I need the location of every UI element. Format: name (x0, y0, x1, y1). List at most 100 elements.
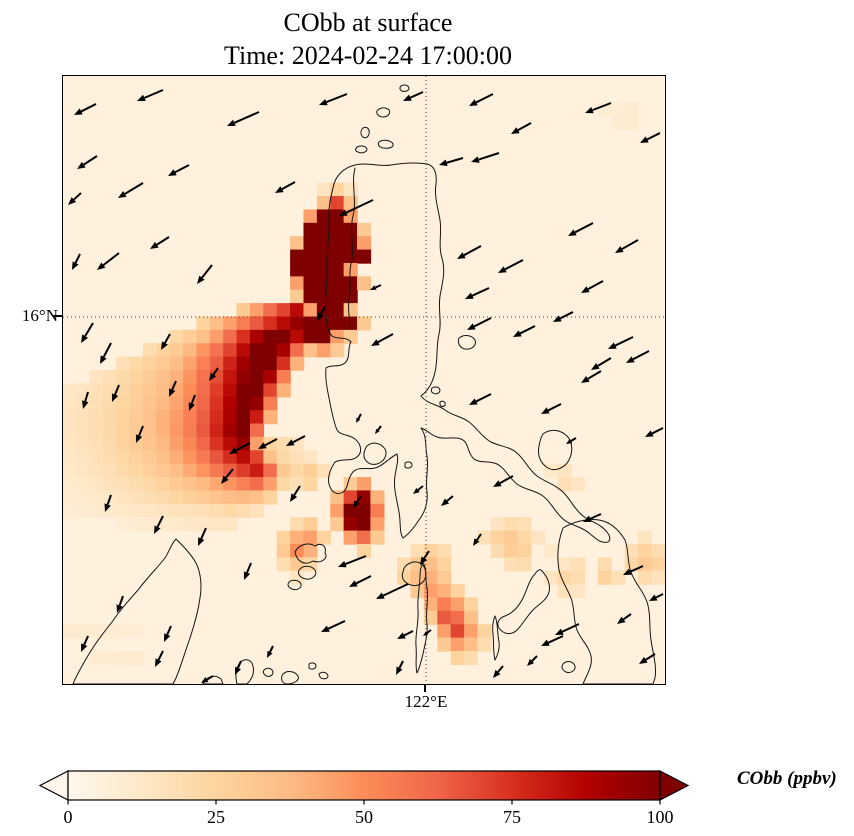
heat-cell (196, 517, 211, 532)
heat-cell (611, 102, 626, 117)
heat-cell (624, 115, 639, 130)
heat-cell (249, 316, 265, 331)
wind-arrow (473, 533, 482, 546)
wind-arrow (493, 475, 514, 487)
heat-cell (303, 249, 318, 264)
heat-cell (303, 463, 318, 478)
heat-cell (223, 383, 238, 398)
heat-cell (223, 517, 238, 532)
wind-arrow (441, 495, 454, 506)
wind-arrow (72, 253, 81, 270)
coastline-path (318, 671, 329, 680)
heat-cell (370, 517, 385, 532)
heat-cell (129, 410, 144, 425)
heat-cell (249, 356, 265, 371)
coastline-path (72, 538, 202, 684)
heat-cell (223, 490, 238, 505)
heat-cell (183, 370, 198, 385)
heat-cell (223, 410, 238, 425)
heat-cell (142, 383, 158, 398)
heat-cell (89, 383, 104, 398)
title-block: CObb at surface Time: 2024-02-24 17:00:0… (67, 6, 669, 72)
heat-cell (209, 343, 224, 358)
wind-arrow (555, 623, 580, 635)
heat-cell (330, 303, 345, 318)
heat-cell (544, 463, 559, 478)
heat-cell (236, 450, 251, 465)
colorbar-tick-label: 50 (355, 807, 373, 827)
coastline-path (557, 519, 656, 684)
heat-cell (330, 343, 345, 358)
heat-cell (437, 624, 452, 639)
heat-cell (343, 329, 358, 344)
heat-cell (183, 383, 198, 398)
heat-cell (196, 503, 211, 518)
colorbar-tick-label: 0 (64, 807, 73, 827)
heat-cell (209, 383, 224, 398)
heat-cell (102, 410, 117, 425)
heat-cell (89, 396, 104, 411)
heat-cell (464, 650, 479, 666)
heat-cell (343, 517, 358, 532)
heat-cell (330, 276, 345, 291)
wind-arrow (275, 181, 296, 193)
heat-cell (557, 477, 572, 492)
heat-cell (249, 370, 265, 385)
heat-cell (63, 436, 77, 451)
wind-arrow (137, 89, 164, 101)
heat-cell (129, 436, 144, 451)
heat-cell (397, 570, 412, 585)
heat-cell (276, 463, 291, 478)
coastline-path (308, 662, 317, 670)
heat-cell (76, 503, 91, 518)
heat-cell (303, 477, 318, 492)
heat-cell (196, 490, 211, 505)
heat-cell (236, 329, 251, 344)
heat-cell (303, 329, 318, 344)
heat-cell (316, 316, 331, 331)
heat-cell (236, 477, 251, 492)
heat-cell (209, 316, 224, 331)
heat-cell (316, 222, 331, 237)
heat-cell (330, 316, 345, 331)
heat-cell (303, 343, 318, 358)
heat-cell (223, 316, 238, 331)
heat-cell (637, 557, 653, 572)
wind-arrow (339, 199, 374, 216)
wind-arrow (376, 583, 409, 599)
heat-cell (249, 303, 265, 318)
heat-cell (249, 383, 265, 398)
heat-cell (102, 463, 117, 478)
heat-cell (517, 530, 532, 545)
wind-arrow (135, 425, 144, 443)
heat-cell (357, 276, 372, 291)
heat-cell (303, 209, 318, 224)
heat-cell (209, 436, 224, 451)
heat-cell (357, 316, 372, 331)
heat-cell (397, 557, 412, 572)
wind-arrow (493, 665, 504, 678)
heat-cell (651, 557, 665, 572)
heat-cell (263, 329, 278, 344)
page-subtitle-time: Time: 2024-02-24 17:00:00 (224, 41, 512, 70)
coastline-path (561, 661, 576, 673)
heat-cell (76, 436, 91, 451)
heat-cell (504, 530, 519, 545)
coastline-path (430, 386, 441, 395)
heat-cell (450, 637, 465, 652)
heat-cell (504, 517, 519, 532)
heat-cell (183, 423, 198, 438)
heat-cell (343, 289, 358, 304)
heat-cell (116, 370, 131, 385)
heat-cell (290, 477, 305, 492)
heat-cell (236, 410, 251, 425)
wind-arrow (198, 527, 207, 546)
heat-cell (249, 450, 265, 465)
heat-cell (209, 490, 224, 505)
heat-cell (450, 624, 465, 639)
wind-arrow (290, 485, 301, 502)
heat-cell (142, 410, 158, 425)
heat-cell (169, 517, 184, 532)
heat-cell (142, 396, 158, 411)
